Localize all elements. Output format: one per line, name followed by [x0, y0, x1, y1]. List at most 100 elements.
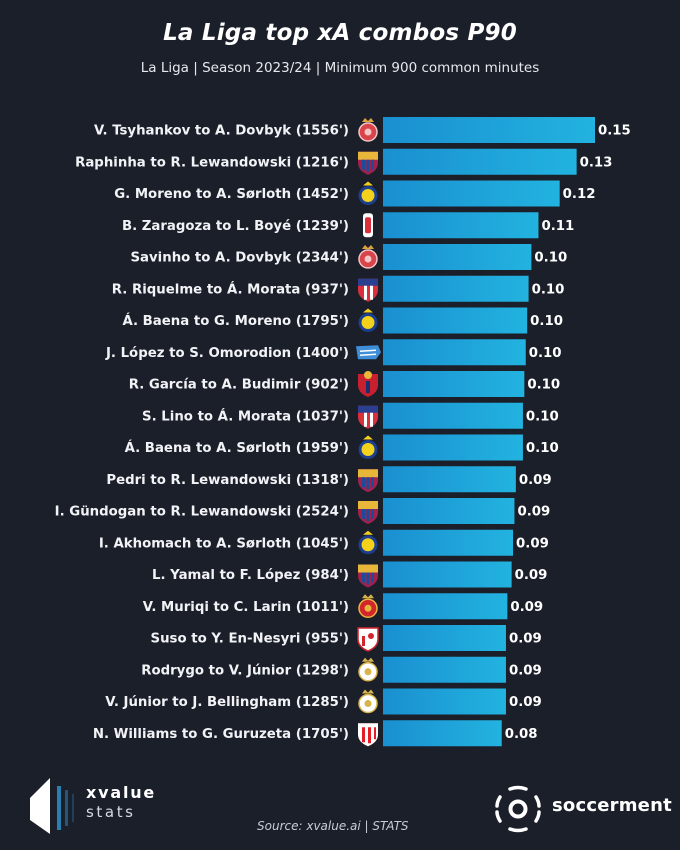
bar: [383, 656, 506, 683]
bar-value-label: 0.10: [526, 441, 559, 456]
bar-row: L. Yamal to F. López (984') 0.09: [152, 561, 548, 588]
barcelona-badge-icon: [358, 469, 378, 493]
bar-row: Á. Baena to G. Moreno (1795') 0.10: [122, 307, 563, 334]
bar-value-label: 0.09: [510, 600, 543, 615]
bar: [383, 402, 523, 429]
xvalue-brand-name: xvalue: [86, 783, 157, 802]
osasuna-badge-icon: [358, 371, 378, 397]
bar-value-label: 0.09: [509, 695, 542, 710]
bar-row: I. Gündogan to R. Lewandowski (2524') 0.0…: [55, 498, 550, 524]
bar-category-label: B. Zaragoza to L. Boyé (1239'): [122, 218, 349, 234]
bar-category-label: I. Akhomach to A. Sørloth (1045'): [99, 536, 349, 551]
bar-value-label: 0.10: [526, 409, 559, 424]
real-madrid-badge-icon: [358, 689, 378, 714]
barcelona-badge-icon: [358, 151, 378, 175]
bar-category-label: N. Williams to G. Guruzeta (1705'): [93, 727, 349, 742]
bar: [383, 307, 528, 334]
bar-value-label: 0.10: [527, 378, 560, 393]
real-madrid-badge-icon: [358, 657, 378, 682]
bar-row: N. Williams to G. Guruzeta (1705') 0.08: [93, 720, 538, 747]
villarreal-badge-icon: [358, 530, 378, 555]
bar-category-label: R. García to A. Budimir (902'): [129, 377, 349, 393]
bar-value-label: 0.08: [505, 727, 538, 742]
soccerment-logo-icon: [495, 785, 541, 833]
bar-chart: V. Tsyhankov to A. Dovbyk (1556') 0.15 Rap…: [55, 117, 631, 747]
bar-row: S. Lino to Á. Morata (1037') 0.10: [142, 402, 559, 429]
bar-row: R. García to A. Budimir (902') 0.10: [129, 371, 560, 397]
bar: [383, 688, 506, 715]
xvalue-logo-icon: [30, 778, 74, 834]
bar-row: R. Riquelme to Á. Morata (937') 0.10: [112, 275, 565, 302]
bar: [383, 371, 525, 397]
xvalue-brand-sub: stats: [86, 803, 136, 821]
bar-value-label: 0.12: [563, 187, 596, 202]
alaves-badge-icon: [356, 345, 381, 360]
bar-row: V. Tsyhankov to A. Dovbyk (1556') 0.15: [94, 117, 631, 143]
bar-value-label: 0.10: [530, 314, 563, 329]
bar-value-label: 0.13: [580, 155, 613, 170]
bar-value-label: 0.10: [532, 282, 565, 297]
bar-row: I. Akhomach to A. Sørloth (1045') 0.09: [99, 529, 549, 556]
chart-subtitle: La Liga | Season 2023/24 | Minimum 900 c…: [140, 60, 540, 76]
bar-category-label: J. López to S. Omorodion (1400'): [105, 345, 349, 361]
bar-row: V. Muriqi to C. Larin (1011') 0.09: [143, 593, 543, 620]
bar-category-label: Raphinha to R. Lewandowski (1216'): [75, 155, 349, 170]
bar-category-label: G. Moreno to A. Sørloth (1452'): [114, 187, 349, 202]
bar-category-label: Rodrygo to V. Júnior (1298'): [141, 662, 349, 678]
bar: [383, 117, 595, 143]
girona-badge-icon: [358, 118, 378, 142]
mallorca-badge-icon: [358, 594, 378, 618]
soccerment-brand-name: soccerment: [552, 795, 672, 816]
bar-category-label: Á. Baena to A. Sørloth (1959'): [125, 439, 349, 456]
bar-category-label: R. Riquelme to Á. Morata (937'): [112, 280, 349, 297]
bar: [383, 625, 506, 651]
bar-row: Á. Baena to A. Sørloth (1959') 0.10: [125, 434, 559, 461]
villarreal-badge-icon: [358, 308, 378, 332]
bar: [383, 498, 515, 524]
bar-row: Raphinha to R. Lewandowski (1216') 0.13: [75, 148, 613, 175]
bar-category-label: L. Yamal to F. López (984'): [152, 567, 349, 583]
bar-value-label: 0.11: [541, 219, 574, 234]
bar-value-label: 0.09: [509, 632, 542, 647]
bar-category-label: I. Gündogan to R. Lewandowski (2524'): [55, 505, 349, 520]
bar-row: Suso to Y. En-Nesyri (955') 0.09: [151, 625, 542, 652]
villarreal-badge-icon: [358, 435, 378, 459]
bar-category-label: Suso to Y. En-Nesyri (955'): [151, 632, 349, 647]
bar: [383, 561, 512, 588]
bar: [383, 466, 516, 493]
bar: [383, 275, 529, 302]
barcelona-badge-icon: [358, 564, 378, 588]
bar-category-label: Pedri to R. Lewandowski (1318'): [106, 473, 349, 488]
sevilla-badge-icon: [357, 627, 379, 652]
bar-row: V. Júnior to J. Bellingham (1285') 0.09: [105, 688, 542, 715]
bar-category-label: Á. Baena to G. Moreno (1795'): [122, 312, 349, 329]
bar: [383, 148, 577, 175]
bar-row: G. Moreno to A. Sørloth (1452') 0.12: [114, 180, 596, 207]
bar-value-label: 0.09: [515, 568, 548, 583]
girona-badge-icon: [358, 245, 378, 269]
granada-badge-icon: [363, 213, 373, 238]
chart-title: La Liga top xA combos P90: [163, 20, 517, 46]
bar-value-label: 0.09: [516, 536, 549, 551]
bar-value-label: 0.10: [534, 251, 567, 266]
bar: [383, 529, 514, 556]
barcelona-badge-icon: [358, 501, 378, 524]
bar-row: Savinho to A. Dovbyk (2344') 0.10: [130, 244, 567, 270]
atletico-madrid-badge-icon: [358, 278, 378, 302]
bar-value-label: 0.09: [519, 473, 552, 488]
bar-category-label: Savinho to A. Dovbyk (2344'): [130, 251, 349, 266]
bar-row: Pedri to R. Lewandowski (1318') 0.09: [106, 466, 552, 493]
bar-value-label: 0.15: [598, 124, 631, 139]
bar-value-label: 0.10: [529, 346, 562, 361]
bar: [383, 212, 539, 239]
villarreal-badge-icon: [358, 181, 378, 205]
bar-category-label: V. Muriqi to C. Larin (1011'): [143, 600, 349, 615]
bar: [383, 593, 508, 620]
bar-value-label: 0.09: [517, 505, 550, 520]
atletico-madrid-badge-icon: [358, 405, 378, 429]
bar-row: Rodrygo to V. Júnior (1298') 0.09: [141, 656, 542, 683]
bar: [383, 434, 523, 461]
bar: [383, 720, 502, 747]
bar: [383, 339, 526, 366]
bar-category-label: V. Tsyhankov to A. Dovbyk (1556'): [94, 124, 349, 139]
